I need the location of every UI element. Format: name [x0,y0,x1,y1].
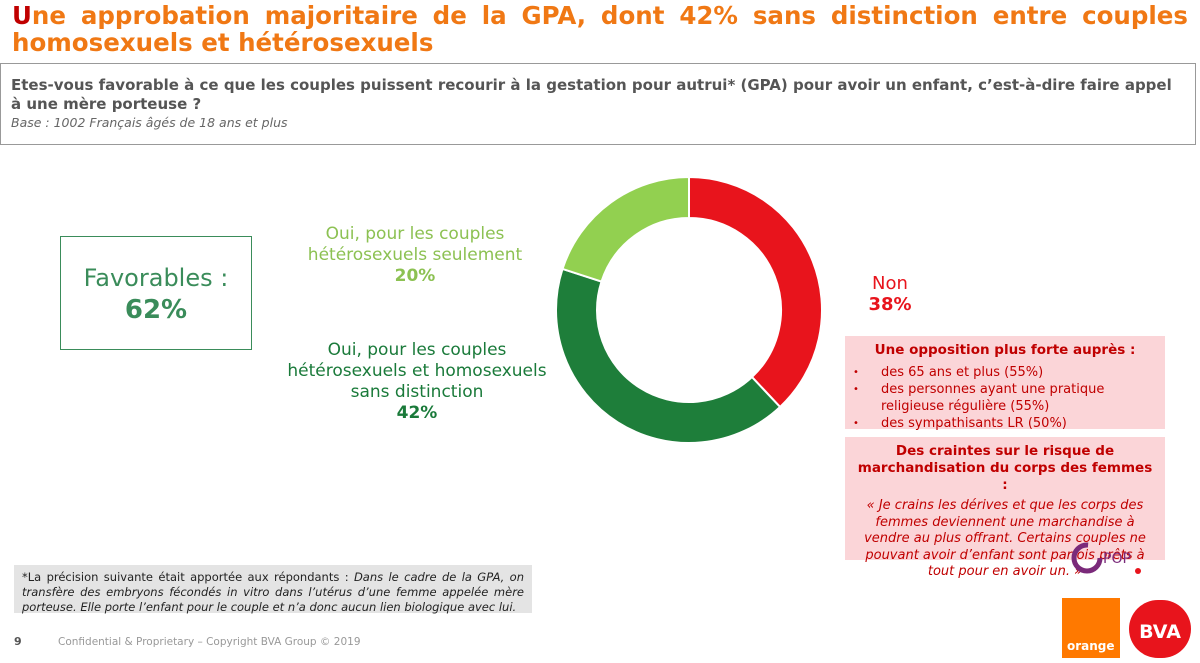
list-item: • des 65 ans et plus (55%) [853,364,1165,381]
opposition-list: • des 65 ans et plus (55%) • des personnes… [845,364,1165,432]
footnote-detail: Dans le cadre de la GPA, on transfère de… [22,570,524,614]
slice-label-non: Non 38% [835,273,945,315]
slice-label-oui-both-line-3: sans distinction [350,382,484,402]
favorables-box: Favorables : 62% [60,236,252,350]
list-item: • des sympathisants LR (50%) [853,415,1165,432]
pop-logo-ring [1071,542,1103,574]
footnote-intro: *La précision suivante était apportée au… [22,570,354,584]
slice-label-oui-both: Oui, pour les couples hétérosexuels et h… [272,340,562,424]
pop-logo-dot [1135,568,1141,574]
copyright-text: Confidential & Proprietary – Copyright B… [58,636,361,648]
slice-value-oui-hetero: 20% [394,266,436,286]
bullet-icon: • [853,418,859,429]
slice-label-oui-hetero-line-2: hétérosexuels seulement [307,245,523,265]
bullet-icon: • [853,367,859,378]
orange-logo-text: orange [1067,639,1115,653]
pop-logo-text: POP [1103,551,1131,567]
page-number: 9 [14,635,22,648]
bva-logo: BVA [1129,600,1191,658]
bva-logo-text: BVA [1139,621,1181,643]
favorables-value: 62% [124,295,188,325]
bva-logo-badge [1129,600,1191,658]
list-item: • des personnes ayant une pratique religi… [853,381,1165,415]
title-text: ne approbation majoritaire de la GPA, do… [12,1,1188,57]
opposition-box: Une opposition plus forte auprès : • des … [845,336,1165,432]
question-text: Etes-vous favorable à ce que les couples… [11,76,1172,113]
slice-label-non-line-1: Non [872,273,908,294]
craintes-title: Des craintes sur le risque de marchandis… [857,443,1153,493]
pop-logo: POP [1071,542,1141,574]
donut-slice-non [688,175,823,409]
slice-label-oui-hetero: Oui, pour les couples hétérosexuels seul… [290,224,540,287]
slice-label-oui-hetero-line-1: Oui, pour les couples [325,224,505,244]
opposition-item-text: des sympathisants LR (50%) [881,416,1067,431]
donut-slice-oui-both [555,267,782,444]
donut-chart [555,175,823,444]
title-first-letter: U [12,1,32,30]
base-text: Base : 1002 Français âgés de 18 ans et p… [11,115,288,130]
question-box: Etes-vous favorable à ce que les couples… [0,63,1196,145]
bullet-icon: • [853,384,859,395]
footnote: *La précision suivante était apportée au… [14,565,532,614]
slice-value-oui-both: 42% [396,403,438,423]
slice-label-oui-both-line-2: hétérosexuels et homosexuels [287,361,547,381]
slice-label-oui-both-line-1: Oui, pour les couples [327,340,507,360]
page-title: Une approbation majoritaire de la GPA, d… [12,2,1188,56]
opposition-item-text: des personnes ayant une pratique religie… [881,382,1105,414]
opposition-item-text: des 65 ans et plus (55%) [881,365,1044,380]
orange-logo: orange [1062,598,1120,658]
opposition-title: Une opposition plus forte auprès : [874,342,1136,358]
donut-slice-oui-hetero [561,175,690,283]
favorables-label: Favorables : [83,264,229,292]
slice-value-non: 38% [868,294,912,315]
